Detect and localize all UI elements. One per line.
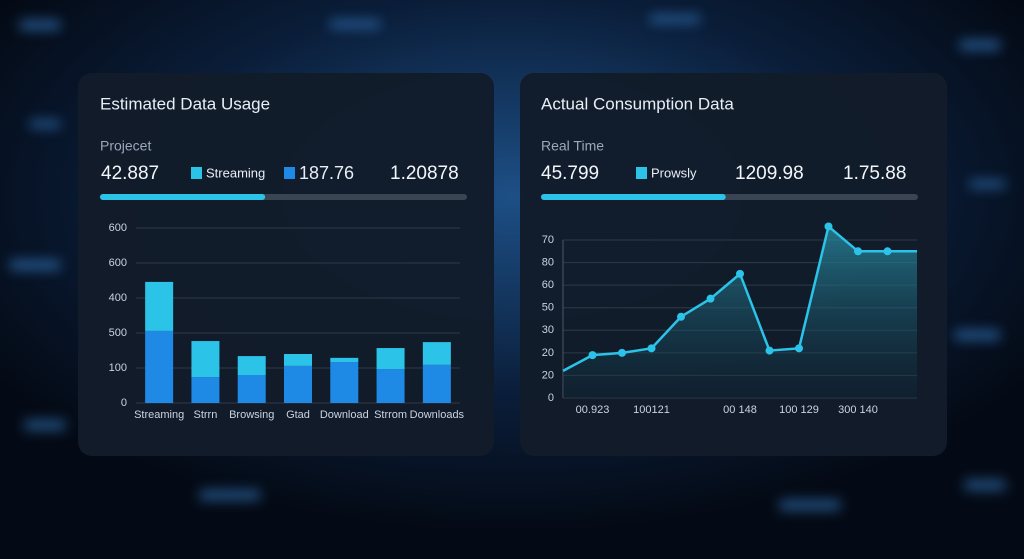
legend-swatch bbox=[191, 167, 202, 179]
x-tick-label: 100121 bbox=[633, 404, 670, 416]
bar-segment bbox=[145, 281, 174, 331]
y-tick-label: 70 bbox=[542, 234, 554, 246]
bar-segment bbox=[284, 354, 312, 366]
panel-title: Estimated Data Usage bbox=[100, 94, 270, 113]
y-tick-label: 80 bbox=[542, 256, 554, 268]
y-tick-label: 0 bbox=[121, 397, 127, 409]
y-tick-label: 500 bbox=[109, 327, 127, 339]
progress-fill bbox=[100, 194, 266, 200]
point bbox=[736, 269, 744, 278]
y-tick-label: 400 bbox=[109, 292, 127, 304]
y-tick-label: 20 bbox=[542, 347, 554, 359]
bar-segment bbox=[376, 369, 405, 403]
stat-value: 45.799 bbox=[541, 163, 599, 184]
x-tick-label: Strrn bbox=[194, 409, 218, 421]
point bbox=[765, 346, 774, 355]
x-tick-label: Download bbox=[320, 409, 369, 421]
y-tick-label: 0 bbox=[548, 392, 554, 404]
point bbox=[883, 247, 892, 256]
y-tick-label: 100 bbox=[109, 362, 127, 374]
point bbox=[795, 344, 803, 353]
bar-segment bbox=[422, 342, 451, 365]
stat-value: 1.75.88 bbox=[843, 163, 906, 184]
x-tick-label: Gtad bbox=[286, 409, 310, 421]
point bbox=[677, 312, 685, 321]
bar-segment bbox=[284, 365, 312, 403]
legend-label: Prowsly bbox=[651, 165, 697, 180]
panel-label: Real Time bbox=[541, 138, 604, 154]
y-tick-label: 60 bbox=[542, 279, 554, 291]
progress-fill bbox=[541, 194, 726, 200]
point bbox=[647, 344, 656, 353]
legend-swatch bbox=[636, 167, 647, 179]
bar-segment bbox=[237, 375, 266, 403]
x-tick-label: 100 129 bbox=[779, 404, 819, 416]
area bbox=[563, 226, 917, 398]
legend-swatch bbox=[284, 167, 295, 179]
panel-title: Actual Consumption Data bbox=[541, 94, 734, 113]
point bbox=[706, 294, 715, 303]
legend-label: 187.76 bbox=[299, 163, 354, 183]
x-tick-label: 00.923 bbox=[576, 404, 610, 416]
bar-segment bbox=[330, 357, 359, 363]
bar-segment bbox=[376, 348, 405, 370]
x-tick-label: 00 148 bbox=[723, 404, 757, 416]
y-tick-label: 600 bbox=[109, 222, 127, 234]
bar-segment bbox=[422, 364, 451, 403]
stat-value: 1209.98 bbox=[735, 163, 804, 184]
legend-label: Streaming bbox=[206, 165, 265, 180]
bar-segment bbox=[145, 330, 174, 403]
bar-segment bbox=[191, 341, 220, 378]
point bbox=[588, 351, 597, 360]
x-tick-label: Strrom bbox=[374, 409, 407, 421]
point bbox=[854, 247, 862, 256]
y-tick-label: 50 bbox=[542, 302, 554, 314]
x-tick-label: Streaming bbox=[134, 409, 184, 421]
background-lights bbox=[10, 15, 1005, 510]
panel-label: Projecet bbox=[100, 138, 151, 154]
x-tick-label: Browsing bbox=[229, 409, 274, 421]
y-tick-label: 600 bbox=[109, 257, 127, 269]
bar-segment bbox=[191, 377, 220, 403]
stat-value: 42.887 bbox=[101, 163, 159, 184]
y-tick-label: 20 bbox=[542, 369, 554, 381]
bar-segment bbox=[237, 356, 266, 375]
point bbox=[824, 222, 833, 231]
x-tick-label: Downloads bbox=[410, 409, 465, 421]
x-tick-label: 300 140 bbox=[838, 404, 878, 416]
stat-value: 1.20878 bbox=[390, 163, 459, 184]
y-tick-label: 30 bbox=[542, 324, 554, 336]
bar-segment bbox=[330, 362, 359, 403]
point bbox=[618, 348, 626, 357]
